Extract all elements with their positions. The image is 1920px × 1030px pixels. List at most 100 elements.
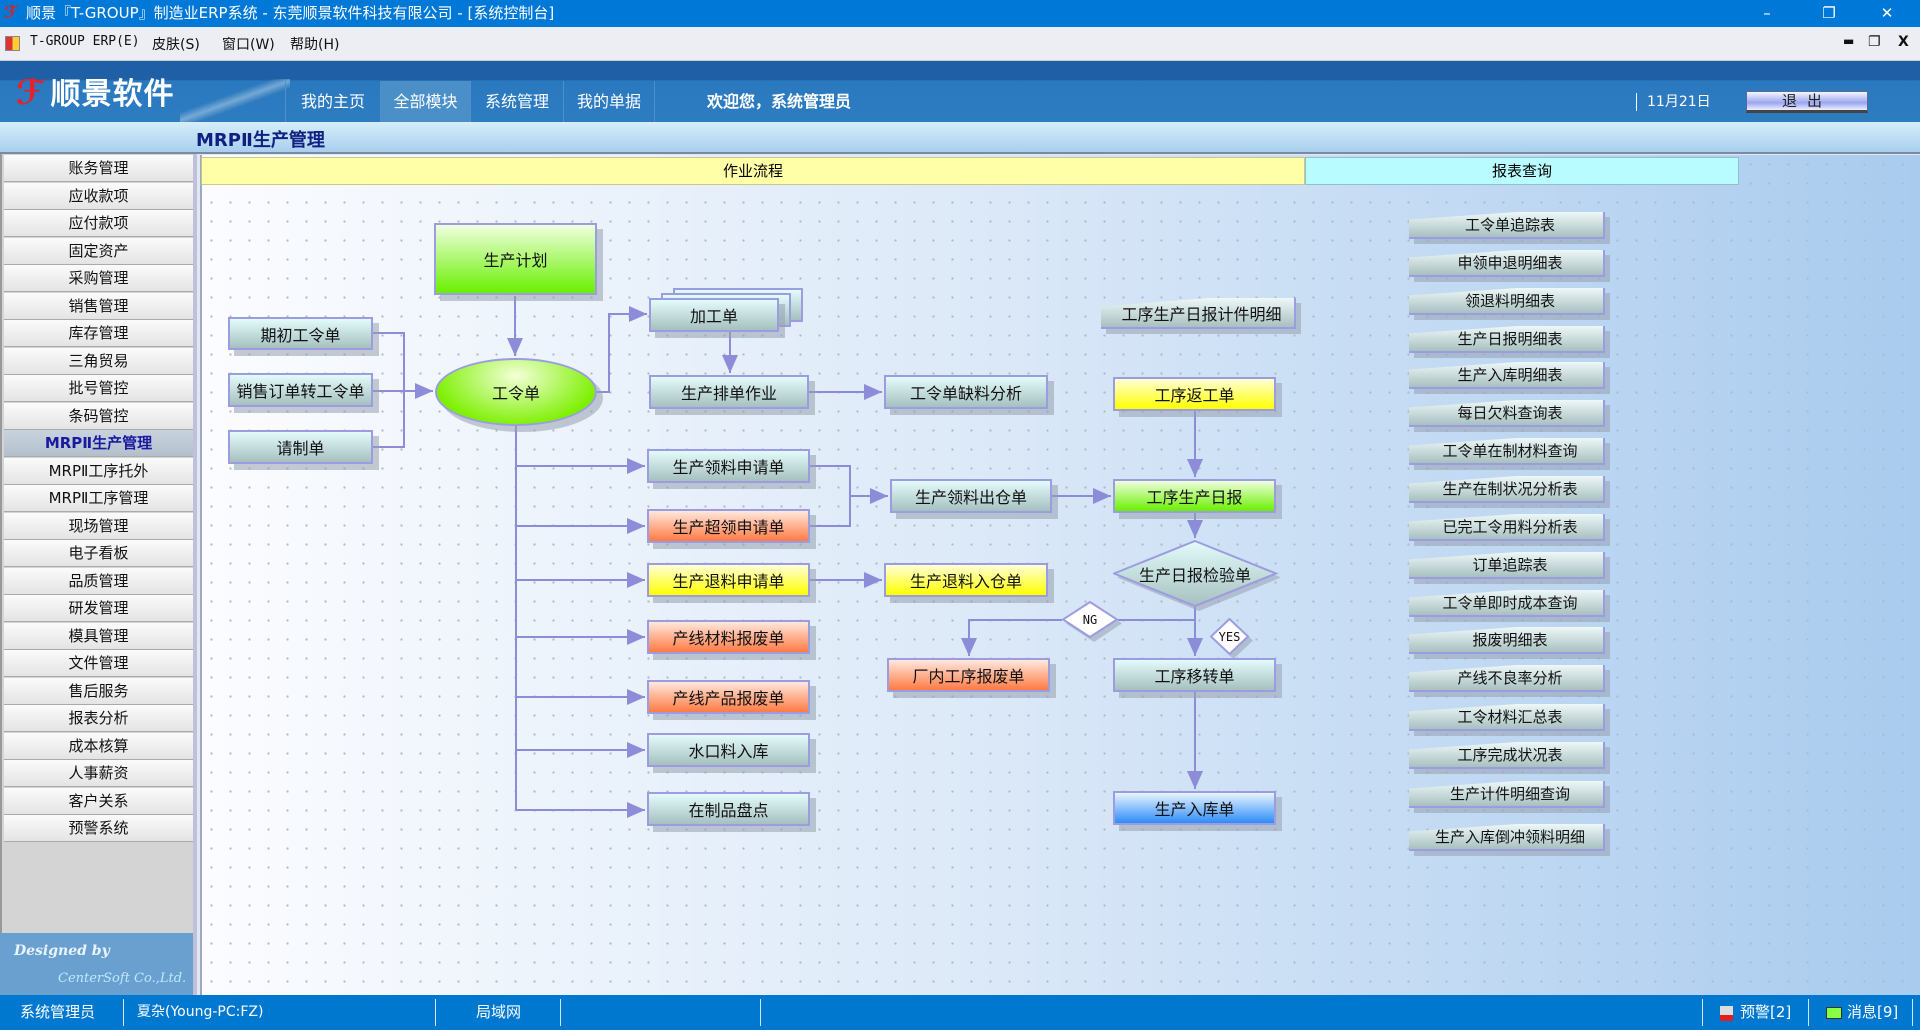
tab-all-modules[interactable]: 全部模块: [380, 81, 470, 122]
restore-button[interactable]: ❐: [1822, 4, 1836, 22]
menu-bar: T-GROUP ERP(E) 皮肤(S) 窗口(W) 帮助(H) ▬ ❐ X: [0, 27, 1920, 61]
flow-node[interactable]: 工令单: [435, 358, 597, 426]
sidebar-item[interactable]: 应收款项: [4, 182, 193, 210]
node-label: 在制品盘点: [688, 801, 769, 820]
report-button[interactable]: 生产日报明细表: [1409, 326, 1605, 353]
sidebar-item[interactable]: 报表分析: [4, 705, 193, 732]
flow-node[interactable]: 生产超领申请单: [647, 509, 810, 543]
flow-node[interactable]: 生产排单作业: [649, 375, 809, 409]
report-button[interactable]: 工序完成状况表: [1409, 742, 1605, 769]
report-button[interactable]: 申领申退明细表: [1409, 250, 1605, 277]
sidebar-item[interactable]: 库存管理: [4, 320, 193, 347]
menu-skin[interactable]: 皮肤(S): [152, 37, 200, 53]
flow-node[interactable]: 生产领料申请单: [647, 449, 810, 483]
report-button[interactable]: 生产在制状况分析表: [1409, 476, 1605, 503]
sidebar-item[interactable]: 采购管理: [4, 265, 193, 292]
close-button[interactable]: ✕: [1880, 4, 1894, 22]
sidebar-item[interactable]: 电子看板: [4, 540, 193, 567]
sidebar-item[interactable]: 售后服务: [4, 677, 193, 705]
sidebar-item[interactable]: 成本核算: [4, 732, 193, 760]
report-button-wrapper: 工序完成状况表: [1409, 742, 1605, 769]
report-button[interactable]: 每日欠料查询表: [1409, 400, 1605, 427]
node-label: 生产领料出仓单: [914, 488, 1027, 507]
sidebar-item[interactable]: 三角贸易: [4, 347, 193, 375]
report-button[interactable]: 报废明细表: [1409, 627, 1605, 654]
sidebar-item[interactable]: 销售管理: [4, 292, 193, 320]
decision-node[interactable]: 生产日报检验单: [1113, 540, 1281, 611]
sidebar-item[interactable]: 条码管控: [4, 402, 193, 430]
tab-my-documents[interactable]: 我的单据: [563, 81, 655, 122]
sidebar-item[interactable]: 批号管控: [4, 375, 193, 402]
sidebar-item[interactable]: MRPⅡ生产管理: [4, 430, 193, 457]
mdi-restore-button[interactable]: ❐: [1868, 34, 1881, 50]
sidebar-item[interactable]: MRPⅡ工序管理: [4, 485, 193, 512]
sidebar-item[interactable]: 客户关系: [4, 787, 193, 815]
flow-node[interactable]: 工序生产日报: [1113, 479, 1276, 513]
flow-node[interactable]: 厂内工序报废单: [887, 658, 1050, 692]
flow-node[interactable]: 请制单: [228, 430, 373, 464]
menu-window[interactable]: 窗口(W): [222, 37, 275, 53]
sidebar-item[interactable]: 预警系统: [4, 815, 193, 842]
report-button-wrapper: 生产日报明细表: [1409, 326, 1605, 353]
flow-node[interactable]: 生产计划: [434, 223, 597, 295]
report-button[interactable]: 订单追踪表: [1409, 552, 1605, 579]
alerts-button[interactable]: 预警[2]: [1740, 1003, 1792, 1021]
mdi-close-button[interactable]: X: [1898, 34, 1909, 50]
title-bar: ℱ 顺景『T-GROUP』制造业ERP系统 - 东莞顺景软件科技有限公司 - […: [0, 0, 1920, 27]
logout-button[interactable]: 退出: [1746, 91, 1868, 113]
flow-node[interactable]: 加工单: [649, 298, 779, 332]
report-button[interactable]: 生产入库倒冲领料明细: [1409, 824, 1605, 851]
flow-node[interactable]: 在制品盘点: [647, 792, 810, 826]
sidebar-item[interactable]: 品质管理: [4, 567, 193, 595]
breadcrumb-bar: MRPⅡ生产管理: [0, 122, 1920, 154]
flow-node[interactable]: 水口料入库: [647, 733, 810, 767]
report-button[interactable]: 工令单即时成本查询: [1409, 590, 1605, 617]
flow-node[interactable]: 产线材料报废单: [647, 620, 810, 654]
report-button[interactable]: 生产入库明细表: [1409, 362, 1605, 389]
sidebar-item[interactable]: 模具管理: [4, 622, 193, 650]
flow-node[interactable]: 生产退料入仓单: [884, 563, 1048, 597]
menu-help[interactable]: 帮助(H): [290, 37, 340, 53]
flow-node[interactable]: 工序返工单: [1113, 377, 1276, 411]
flow-node[interactable]: 生产领料出仓单: [890, 479, 1052, 513]
tab-system-management[interactable]: 系统管理: [470, 81, 563, 122]
sidebar-item[interactable]: 文件管理: [4, 650, 193, 677]
sidebar-item[interactable]: 账务管理: [4, 155, 193, 182]
flow-node[interactable]: 生产退料申请单: [647, 563, 810, 597]
flow-node[interactable]: 生产入库单: [1113, 791, 1276, 825]
menu-tgroup-erp[interactable]: T-GROUP ERP(E): [30, 34, 140, 49]
node-label: 产线材料报废单: [672, 629, 785, 648]
report-button[interactable]: 工令单追踪表: [1409, 212, 1605, 239]
flow-node[interactable]: 销售订单转工令单: [228, 373, 373, 407]
sidebar-item[interactable]: MRPⅡ工序托外: [4, 457, 193, 485]
sidebar-item[interactable]: 现场管理: [4, 512, 193, 540]
flow-node[interactable]: 工令单缺料分析: [884, 375, 1048, 409]
node-label: 生产退料申请单: [672, 572, 785, 591]
flow-node[interactable]: 工序生产日报计件明细: [1101, 298, 1296, 329]
sidebar-item[interactable]: 固定资产: [4, 237, 193, 265]
node-label: 水口料入库: [688, 742, 769, 761]
report-button[interactable]: 工令单在制材料查询: [1409, 438, 1605, 465]
report-button[interactable]: 领退料明细表: [1409, 288, 1605, 315]
sidebar-item[interactable]: 研发管理: [4, 595, 193, 622]
flow-node[interactable]: 产线产品报废单: [647, 680, 810, 714]
flow-node[interactable]: 工序移转单: [1113, 658, 1276, 692]
minimize-button[interactable]: –: [1763, 4, 1771, 22]
tab-home[interactable]: 我的主页: [285, 81, 380, 122]
report-button[interactable]: 产线不良率分析: [1409, 665, 1605, 692]
workflow-header: 作业流程: [201, 157, 1305, 185]
messages-button[interactable]: 消息[9]: [1847, 1003, 1899, 1021]
brand-name: 顺景软件: [50, 77, 175, 112]
mdi-minimize-button[interactable]: ▬: [1843, 34, 1855, 48]
status-separator: [1702, 999, 1703, 1026]
app-menu-icon: [5, 36, 20, 51]
report-button[interactable]: 工令材料汇总表: [1409, 704, 1605, 731]
report-button[interactable]: 生产计件明细查询: [1409, 781, 1605, 808]
report-button[interactable]: 已完工令用料分析表: [1409, 514, 1605, 541]
message-icon: [1826, 1007, 1842, 1019]
sidebar-item[interactable]: 应付款项: [4, 210, 193, 237]
flow-node[interactable]: 期初工令单: [228, 317, 373, 350]
report-button-wrapper: 生产入库倒冲领料明细: [1409, 824, 1605, 851]
sidebar-item[interactable]: 人事薪资: [4, 760, 193, 787]
node-label: NG: [1082, 612, 1098, 627]
